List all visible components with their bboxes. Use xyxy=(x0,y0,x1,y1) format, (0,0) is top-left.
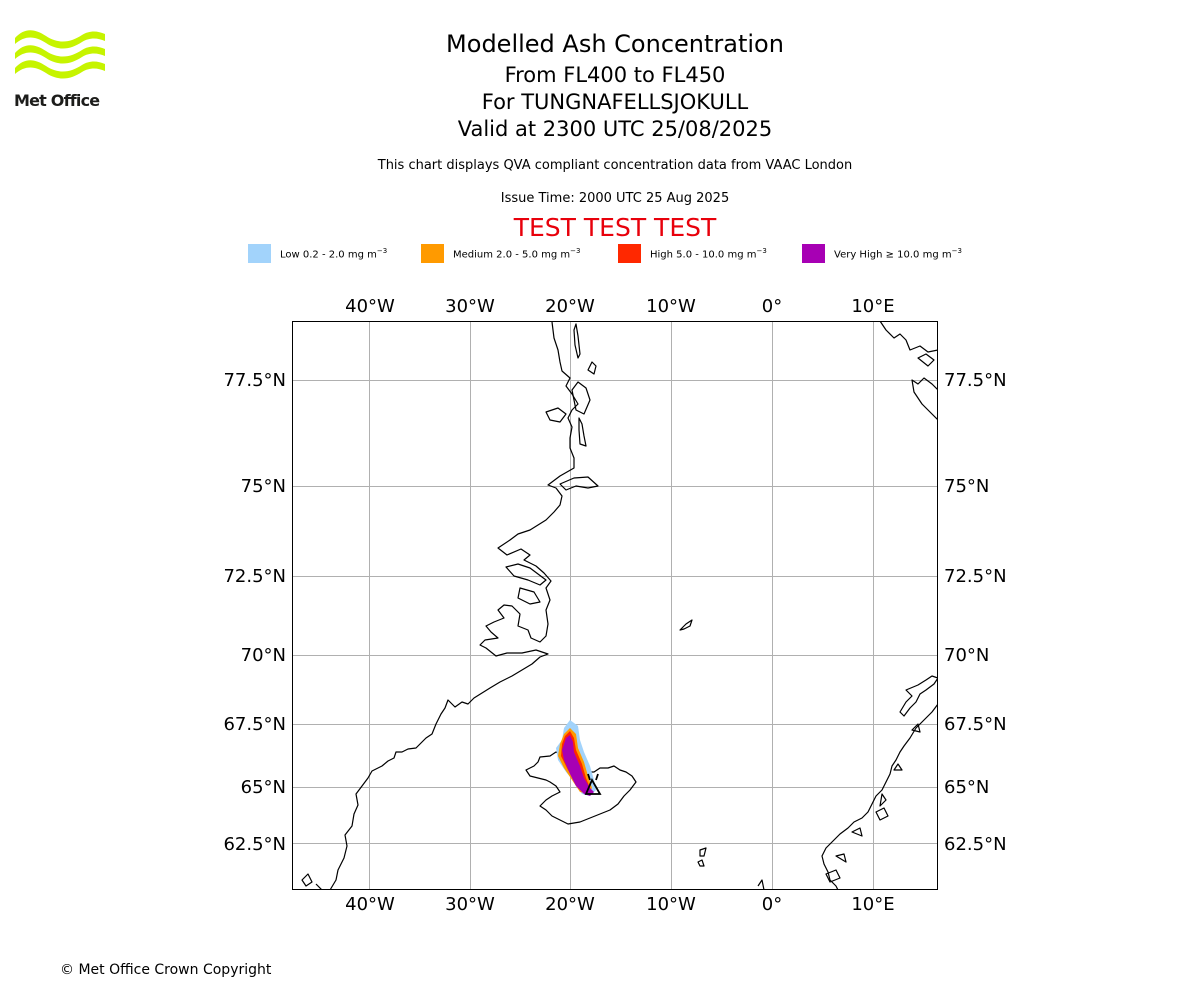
lon-tick-bottom: 0° xyxy=(762,894,782,915)
lon-tick-bottom: 30°W xyxy=(445,894,495,915)
coastline-greenland xyxy=(329,321,579,890)
legend-swatch-high xyxy=(618,244,641,263)
met-office-logo: Met Office xyxy=(14,30,106,112)
lat-tick-right: 70°N xyxy=(944,645,989,666)
legend-swatch-low xyxy=(248,244,271,263)
legend-label-medium: Medium 2.0 - 5.0 mg m−3 xyxy=(453,247,581,261)
ash-plume xyxy=(556,720,596,796)
lat-tick-left: 77.5°N xyxy=(223,370,286,391)
coastline-greenland-inlet-2 xyxy=(517,587,541,605)
lat-tick-left: 62.5°N xyxy=(223,834,286,855)
map-frame xyxy=(292,321,938,890)
volcano-name: For TUNGNAFELLSJOKULL xyxy=(481,90,749,114)
lon-tick-bottom: 40°W xyxy=(345,894,395,915)
lat-tick-left: 70°N xyxy=(241,645,286,666)
island-greenland-5 xyxy=(587,361,597,375)
logo-text: Met Office xyxy=(14,91,100,110)
ash-plume-very-high xyxy=(562,735,594,796)
lon-ticks-top: 40°W 30°W 20°W 10°W 0° 10°E xyxy=(345,296,894,317)
met-office-waves-icon xyxy=(15,30,105,79)
island-faroes-1 xyxy=(699,847,707,857)
lat-ticks-right: 77.5°N 75°N 72.5°N 70°N 67.5°N 65°N 62.5… xyxy=(944,370,1007,855)
lon-tick-top: 10°W xyxy=(646,296,696,317)
coastline-norway-islands xyxy=(825,723,921,883)
lat-tick-left: 65°N xyxy=(241,777,286,798)
lat-tick-left: 72.5°N xyxy=(223,566,286,587)
coastline-greenland-inlet-3 xyxy=(559,476,599,491)
island-faroes-2 xyxy=(697,859,705,867)
lat-tick-right: 75°N xyxy=(944,476,989,497)
lon-tick-bottom: 10°W xyxy=(646,894,696,915)
graticule xyxy=(292,321,938,890)
lat-tick-left: 67.5°N xyxy=(223,714,286,735)
lat-tick-right: 62.5°N xyxy=(944,834,1007,855)
issue-time: Issue Time: 2000 UTC 25 Aug 2025 xyxy=(500,191,730,206)
legend-swatch-very-high xyxy=(802,244,825,263)
chart-description: This chart displays QVA compliant concen… xyxy=(377,158,853,173)
coastline-norway xyxy=(821,675,938,890)
legend-swatch-medium xyxy=(421,244,444,263)
lon-tick-top: 0° xyxy=(762,296,782,317)
coastline-greenland-inlet-1 xyxy=(505,563,547,586)
island-greenland-4 xyxy=(573,323,581,359)
island-greenland-1 xyxy=(545,407,567,423)
valid-time: Valid at 2300 UTC 25/08/2025 xyxy=(457,117,773,141)
lon-tick-bottom: 10°E xyxy=(851,894,894,915)
coastline-svalbard xyxy=(879,321,938,421)
legend-label-low: Low 0.2 - 2.0 mg m−3 xyxy=(280,247,388,261)
lat-tick-right: 65°N xyxy=(944,777,989,798)
volcano-marker xyxy=(584,773,602,795)
lon-tick-top: 20°W xyxy=(545,296,595,317)
island-greenland-6 xyxy=(301,873,313,887)
lon-tick-top: 30°W xyxy=(445,296,495,317)
legend-label-very-high: Very High ≥ 10.0 mg m−3 xyxy=(834,247,962,261)
lon-ticks-bottom: 40°W 30°W 20°W 10°W 0° 10°E xyxy=(345,894,894,915)
island-greenland-2 xyxy=(571,381,591,415)
lat-ticks-left: 77.5°N 75°N 72.5°N 70°N 67.5°N 65°N 62.5… xyxy=(223,370,286,855)
chart-title: Modelled Ash Concentration xyxy=(446,30,784,58)
legend-label-high: High 5.0 - 10.0 mg m−3 xyxy=(650,247,767,261)
lat-tick-right: 72.5°N xyxy=(944,566,1007,587)
lat-tick-right: 77.5°N xyxy=(944,370,1007,391)
flight-levels: From FL400 to FL450 xyxy=(504,63,726,87)
lon-tick-top: 10°E xyxy=(851,296,894,317)
island-shetland xyxy=(757,879,765,890)
lat-tick-right: 67.5°N xyxy=(944,714,1007,735)
island-jan-mayen xyxy=(679,619,693,631)
test-banner: TEST TEST TEST xyxy=(513,213,717,242)
copyright-notice: © Met Office Crown Copyright xyxy=(60,962,272,978)
lon-tick-top: 40°W xyxy=(345,296,395,317)
island-greenland-3 xyxy=(578,417,587,447)
lon-tick-bottom: 20°W xyxy=(545,894,595,915)
lat-tick-left: 75°N xyxy=(241,476,286,497)
